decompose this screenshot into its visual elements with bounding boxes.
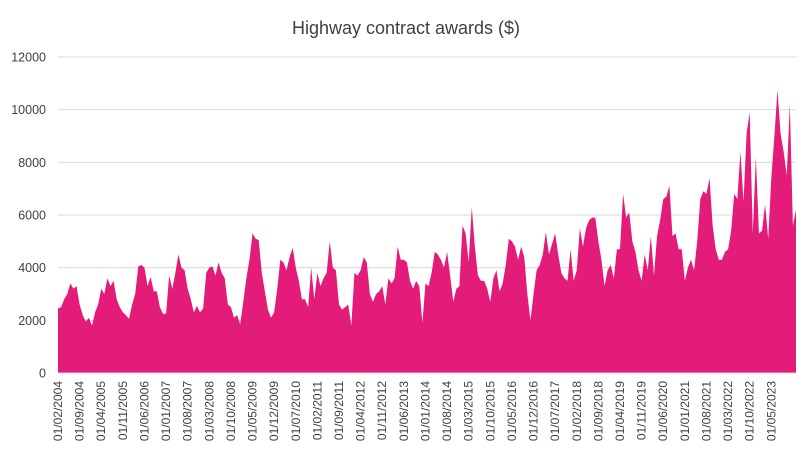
x-tick-label: 01/02/2004 bbox=[51, 381, 65, 441]
series-area bbox=[58, 89, 796, 374]
x-tick-label: 01/05/2009 bbox=[246, 381, 260, 441]
x-tick-label: 01/11/2019 bbox=[635, 381, 649, 440]
x-tick-label: 01/10/2008 bbox=[224, 381, 238, 441]
x-tick-label: 01/04/2005 bbox=[94, 381, 108, 441]
x-axis-tick-labels: 01/02/2004 01/09/2004 01/04/2005 01/11/2005… bbox=[51, 381, 778, 441]
x-tick-label: 01/01/2021 bbox=[678, 381, 692, 441]
x-tick-label: 01/10/2015 bbox=[483, 381, 497, 441]
x-tick-label: 01/02/2011 bbox=[310, 381, 324, 440]
chart-title: Highway contract awards ($) bbox=[292, 18, 520, 38]
x-tick-label: 01/05/2016 bbox=[505, 381, 519, 441]
y-tick-label: 10000 bbox=[11, 103, 46, 117]
x-tick-label: 01/07/2010 bbox=[289, 381, 303, 441]
x-tick-label: 01/08/2014 bbox=[440, 381, 454, 441]
y-tick-label: 4000 bbox=[18, 261, 46, 275]
x-tick-label: 01/09/2004 bbox=[73, 381, 87, 441]
y-tick-label: 12000 bbox=[11, 51, 46, 65]
y-tick-label: 8000 bbox=[18, 156, 46, 170]
x-tick-label: 01/11/2005 bbox=[116, 381, 130, 440]
x-tick-label: 01/12/2009 bbox=[267, 381, 281, 441]
x-tick-label: 01/06/2006 bbox=[137, 381, 151, 441]
y-axis-tick-labels: 0 2000 4000 6000 8000 10000 12000 bbox=[11, 51, 46, 381]
x-tick-label: 01/01/2014 bbox=[418, 381, 432, 441]
x-tick-label: 01/09/2011 bbox=[332, 381, 346, 440]
y-tick-label: 0 bbox=[39, 367, 46, 381]
x-tick-label: 01/03/2008 bbox=[202, 381, 216, 441]
x-tick-label: 01/04/2012 bbox=[354, 381, 368, 441]
x-tick-label: 01/04/2019 bbox=[613, 381, 627, 441]
x-tick-label: 01/03/2022 bbox=[721, 381, 735, 441]
x-tick-label: 01/08/2007 bbox=[181, 381, 195, 441]
y-tick-label: 6000 bbox=[18, 209, 46, 223]
x-tick-label: 01/08/2021 bbox=[699, 381, 713, 441]
x-tick-label: 01/10/2022 bbox=[743, 381, 757, 441]
x-tick-label: 01/03/2015 bbox=[462, 381, 476, 441]
y-tick-label: 2000 bbox=[18, 314, 46, 328]
x-tick-label: 01/11/2012 bbox=[375, 381, 389, 440]
x-tick-label: 01/06/2013 bbox=[397, 381, 411, 441]
x-tick-label: 01/05/2023 bbox=[764, 381, 778, 441]
x-tick-label: 01/09/2018 bbox=[591, 381, 605, 441]
x-tick-label: 01/06/2020 bbox=[656, 381, 670, 441]
x-tick-label: 01/12/2016 bbox=[527, 381, 541, 441]
x-tick-label: 01/02/2018 bbox=[570, 381, 584, 441]
x-tick-label: 01/07/2017 bbox=[548, 381, 562, 441]
x-tick-label: 01/01/2007 bbox=[159, 381, 173, 441]
